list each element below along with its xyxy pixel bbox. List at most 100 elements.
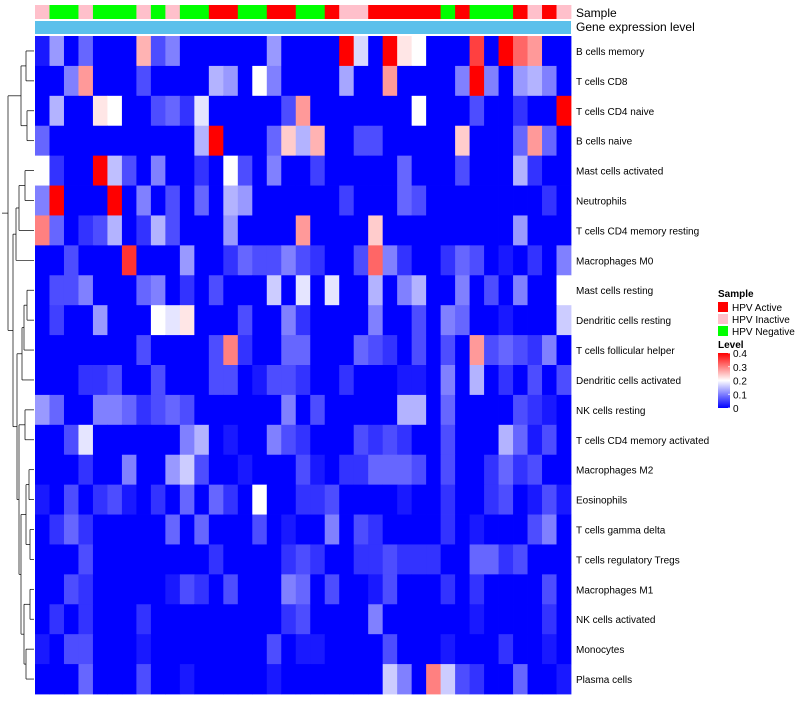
heatmap-cell <box>223 335 239 366</box>
heatmap-cell <box>556 484 572 515</box>
heatmap-cell <box>324 335 340 366</box>
heatmap-cell <box>542 394 557 426</box>
legend-swatch <box>718 314 728 324</box>
heatmap-cell <box>411 634 427 665</box>
heatmap-cell <box>252 275 268 306</box>
heatmap-cell <box>542 155 557 186</box>
heatmap-cell <box>208 185 224 216</box>
heatmap-cell <box>440 664 456 695</box>
heatmap-cell <box>136 394 152 426</box>
heatmap-cell <box>35 544 50 575</box>
sample-annotation-cell <box>150 5 166 19</box>
heatmap-cell <box>121 454 137 486</box>
heatmap-cell <box>121 394 137 426</box>
legend-tick-label: 0 <box>733 404 739 415</box>
heatmap-cell <box>498 514 514 545</box>
heatmap-cell <box>484 634 499 665</box>
heatmap-cell <box>324 544 340 575</box>
row-dendrogram <box>2 50 34 680</box>
heatmap-cell <box>556 424 572 456</box>
heatmap-cell <box>426 664 442 695</box>
heatmap-cell <box>542 125 557 157</box>
heatmap-cell <box>339 544 355 575</box>
heatmap-cell <box>63 305 79 336</box>
heatmap-cell <box>49 514 65 545</box>
heatmap-cell <box>310 634 326 665</box>
heatmap-cell <box>310 335 326 366</box>
heatmap-cell <box>121 36 137 67</box>
heatmap-cell <box>136 484 152 515</box>
heatmap-cell <box>208 454 224 486</box>
sample-annotation-cell <box>237 5 253 19</box>
heatmap-cell <box>469 305 485 336</box>
heatmap-cell <box>324 574 340 605</box>
sample-annotation-cell <box>310 5 326 19</box>
heatmap-cell <box>542 305 557 336</box>
heatmap-cell <box>295 394 311 426</box>
heatmap-cell <box>469 574 485 605</box>
heatmap-cell <box>252 454 268 486</box>
heatmap-cell <box>513 365 528 396</box>
heatmap-cell <box>353 604 369 635</box>
heatmap-cell <box>63 664 79 695</box>
sample-annotation-cell <box>63 5 79 19</box>
heatmap-cell <box>281 454 297 486</box>
heatmap-cell <box>150 424 166 456</box>
heatmap-cell <box>455 604 470 635</box>
heatmap-cell <box>397 155 413 186</box>
heatmap-cell <box>411 335 427 366</box>
heatmap-cell <box>339 484 355 515</box>
heatmap-cell <box>324 185 340 216</box>
heatmap-cell <box>266 125 282 157</box>
heatmap-cell <box>150 454 166 486</box>
heatmap-cell <box>237 365 253 396</box>
heatmap-cell <box>295 664 311 695</box>
heatmap-cell <box>527 574 543 605</box>
heatmap-cell <box>527 155 543 186</box>
heatmap-cell <box>78 95 94 127</box>
heatmap-cell <box>353 155 369 186</box>
heatmap-cell <box>49 275 65 306</box>
heatmap-cell <box>179 424 195 456</box>
heatmap-cell <box>556 664 572 695</box>
heatmap-cell <box>513 215 528 246</box>
heatmap-cell <box>165 185 181 216</box>
heatmap-cell <box>411 125 427 157</box>
heatmap-cell <box>382 604 398 635</box>
heatmap-cell <box>179 664 195 695</box>
heatmap-cell <box>179 514 195 545</box>
heatmap-cell <box>339 275 355 306</box>
heatmap-cell <box>179 365 195 396</box>
heatmap-cell <box>498 36 514 67</box>
heatmap-cell <box>484 394 499 426</box>
heatmap-cell <box>179 484 195 515</box>
heatmap-cell <box>513 664 528 695</box>
heatmap-cell <box>107 185 123 216</box>
heatmap-cell <box>382 305 398 336</box>
heatmap-cell <box>310 454 326 486</box>
row-label: Macrophages M1 <box>576 585 654 596</box>
legend-tick-label: 0.3 <box>733 363 747 374</box>
heatmap-cell <box>542 514 557 545</box>
heatmap-cell <box>78 454 94 486</box>
heatmap-cell <box>107 634 123 665</box>
heatmap-cell <box>542 454 557 486</box>
heatmap-cell <box>426 424 442 456</box>
heatmap-cell <box>223 484 239 515</box>
heatmap-cell <box>310 275 326 306</box>
heatmap-cell <box>397 275 413 306</box>
heatmap-cell <box>498 65 514 97</box>
heatmap-cell <box>136 335 152 366</box>
heatmap-cell <box>237 305 253 336</box>
heatmap-cell <box>136 604 152 635</box>
legend-tick-label: 0.2 <box>733 377 747 388</box>
heatmap-cell <box>339 514 355 545</box>
heatmap-cell <box>542 604 557 635</box>
heatmap-cell <box>411 275 427 306</box>
heatmap-cell <box>498 305 514 336</box>
heatmap-cell <box>484 65 499 97</box>
heatmap-cell <box>165 125 181 157</box>
heatmap-cell <box>556 514 572 545</box>
heatmap-cell <box>223 305 239 336</box>
heatmap-cell <box>136 125 152 157</box>
